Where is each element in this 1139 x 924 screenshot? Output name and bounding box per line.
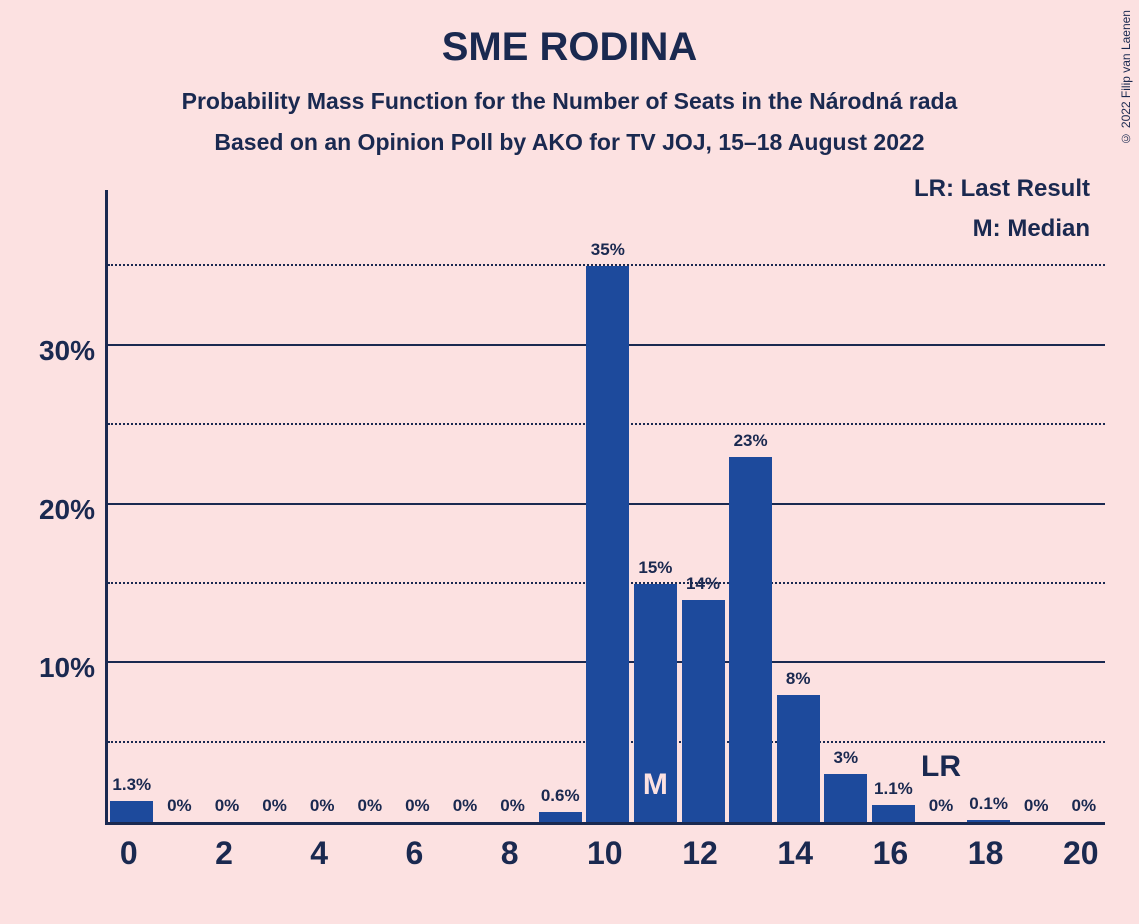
x-axis-tick-label: 2 [215,835,233,872]
legend-median: M: Median [973,215,1090,243]
x-axis-tick-label: 18 [968,835,1004,872]
x-axis-tick-label: 4 [310,835,328,872]
bar-value-label: 0% [929,796,954,816]
plot-region: 1.3% 0% 0% 0% 0% 0% 0% 0% 0% 0.6% 35% 15% 14% 23% 8% 3%… [105,190,1105,825]
bar-value-label: 0% [310,796,335,816]
bar-value-label: 0.6% [541,786,580,806]
bar-value-label: 0% [167,796,192,816]
x-axis-tick-label: 12 [682,835,718,872]
bar-value-label: 0% [1072,796,1097,816]
bar-value-label: 0% [453,796,478,816]
bar-value-label: 0% [262,796,287,816]
bar [729,457,772,822]
copyright-text: © 2022 Filip van Laenen [1119,10,1133,145]
x-axis-tick-label: 20 [1063,835,1099,872]
bar [586,266,629,822]
bar-value-label: 35% [591,240,625,260]
bar-value-label: 0% [358,796,383,816]
bar [777,695,820,822]
bar-value-label: 0.1% [969,794,1008,814]
bar-value-label: 15% [638,558,672,578]
y-axis-tick-label: 30% [39,335,95,367]
bar [824,774,867,822]
chart-subtitle-1: Probability Mass Function for the Number… [0,88,1139,115]
bar [872,805,915,822]
bar-value-label: 0% [500,796,525,816]
x-axis-tick-label: 8 [501,835,519,872]
chart-area: 1.3% 0% 0% 0% 0% 0% 0% 0% 0% 0.6% 35% 15% 14% 23% 8% 3%… [105,190,1105,825]
x-axis-tick-label: 16 [873,835,909,872]
bar [682,600,725,822]
bar [110,801,153,822]
chart-title: SME RODINA [0,0,1139,70]
median-marker: M [643,768,668,802]
bar-value-label: 1.1% [874,779,913,799]
y-axis-tick-label: 20% [39,494,95,526]
x-axis-tick-label: 14 [777,835,813,872]
bar-value-label: 14% [686,574,720,594]
chart-subtitle-2: Based on an Opinion Poll by AKO for TV J… [0,129,1139,156]
bar-value-label: 23% [734,431,768,451]
bar-value-label: 1.3% [112,775,151,795]
y-axis-tick-label: 10% [39,652,95,684]
bar-value-label: 0% [1024,796,1049,816]
bar [967,820,1010,822]
x-axis-tick-label: 0 [120,835,138,872]
legend-lr: LR: Last Result [914,175,1090,203]
bar-value-label: 0% [215,796,240,816]
bar-value-label: 8% [786,669,811,689]
bar-value-label: 0% [405,796,430,816]
last-result-marker: LR [921,750,961,784]
x-axis-tick-label: 6 [405,835,423,872]
x-axis-tick-label: 10 [587,835,623,872]
bar [539,812,582,822]
bar-value-label: 3% [834,748,859,768]
